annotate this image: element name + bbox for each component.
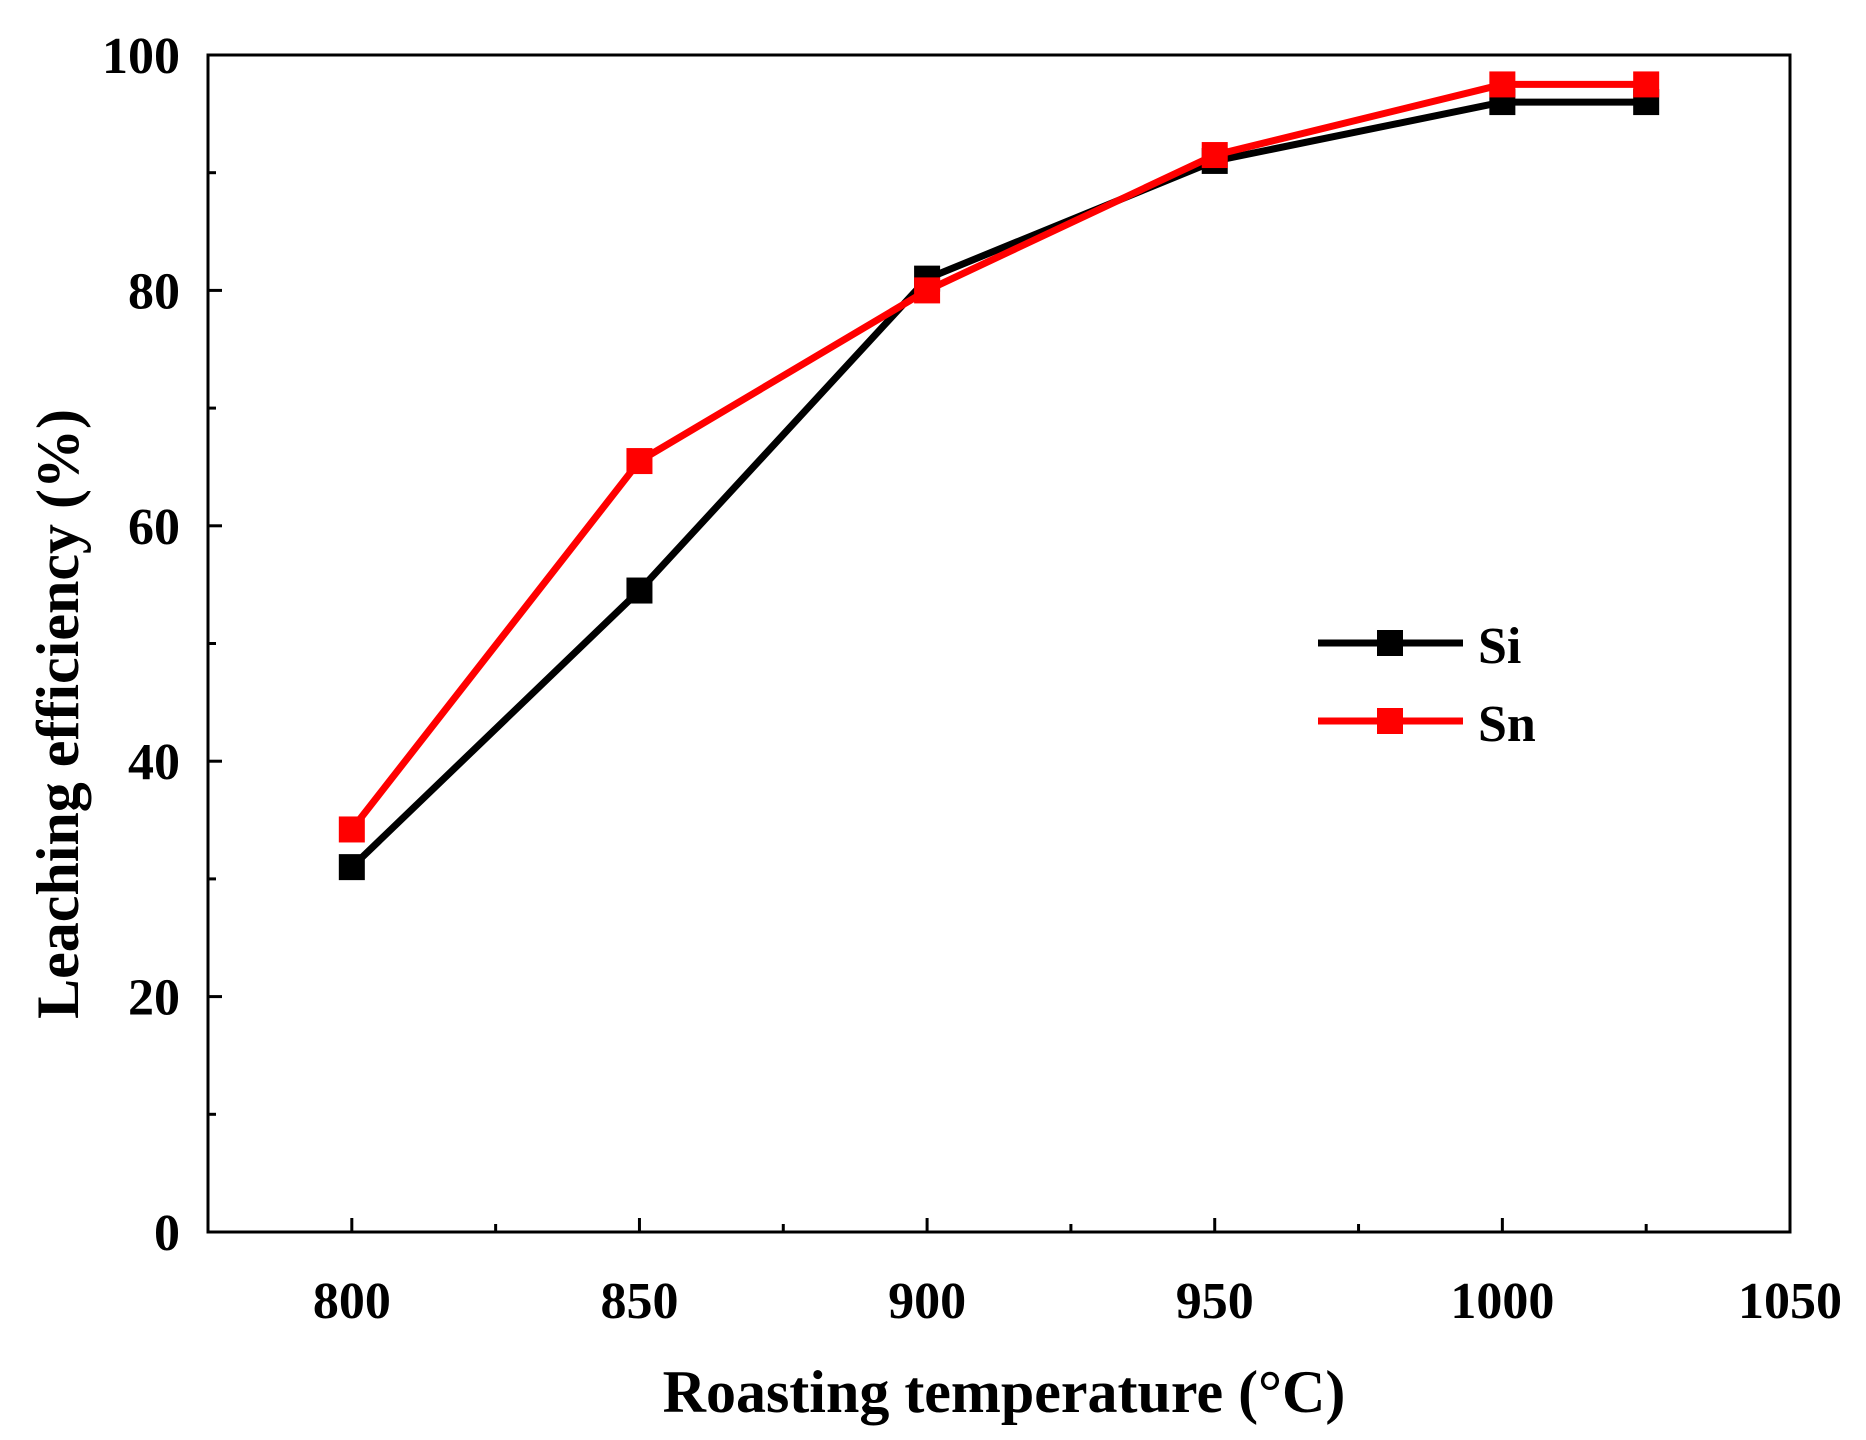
plot-frame — [206, 53, 1792, 1234]
legend-item-si: Si — [1318, 618, 1521, 675]
y-tick-label: 80 — [128, 263, 180, 320]
series-line-sn — [349, 80, 1647, 832]
y-tick-label: 100 — [102, 28, 180, 85]
axis-ticks — [208, 53, 1792, 1234]
legend-label-sn: Sn — [1478, 696, 1536, 753]
x-tick-label: 1000 — [1450, 1273, 1554, 1330]
x-axis-title: Roasting temperature (°C) — [663, 1359, 1346, 1425]
y-tick-label: 40 — [128, 734, 180, 791]
x-tick-label: 800 — [313, 1273, 391, 1330]
y-tick-label: 60 — [128, 499, 180, 556]
y-axis-title: Leaching efficiency (%) — [25, 409, 91, 1019]
legend-marker-si — [1377, 630, 1403, 656]
series-line-si — [349, 98, 1647, 870]
data-point-si — [626, 577, 653, 604]
y-tick-label: 0 — [154, 1205, 180, 1262]
data-point-si — [338, 854, 365, 881]
x-tick-label: 1050 — [1738, 1273, 1842, 1330]
data-point-sn — [1633, 71, 1660, 98]
x-tick-label: 900 — [888, 1273, 966, 1330]
data-point-sn — [626, 448, 653, 475]
data-point-sn — [1201, 142, 1228, 169]
x-tick-label: 850 — [600, 1273, 678, 1330]
plot-marks — [338, 71, 1660, 881]
data-point-sn — [338, 816, 365, 843]
y-tick-label: 20 — [128, 970, 180, 1027]
x-tick-label: 950 — [1176, 1273, 1254, 1330]
axis-tick-labels: 800 850 900 950 1000 1050 0 20 40 60 80 100 — [102, 28, 1842, 1330]
legend-item-sn: Sn — [1318, 696, 1536, 753]
legend: Si Sn — [1318, 618, 1536, 753]
legend-marker-sn — [1377, 708, 1403, 734]
data-point-sn — [914, 277, 941, 304]
data-point-sn — [1489, 71, 1516, 98]
legend-label-si: Si — [1478, 618, 1521, 675]
